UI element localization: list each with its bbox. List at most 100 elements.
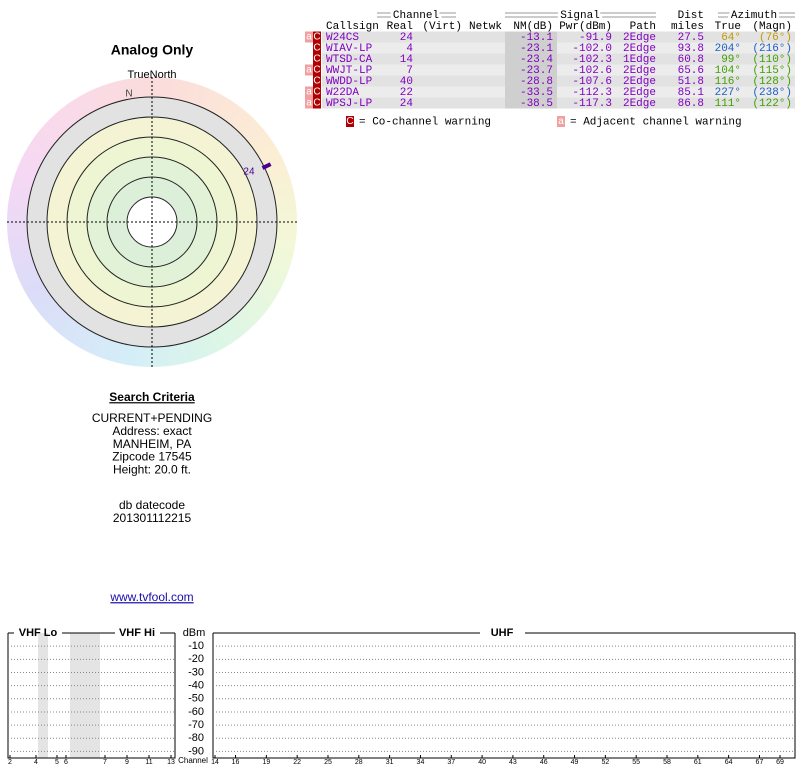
gap-band [38,633,48,758]
cell-pwr: -107.6 [572,76,612,88]
x-tick-label: 67 [756,759,764,766]
column-header: (Virt) [422,21,462,33]
x-tick-label: 5 [55,759,59,766]
column-header: Netwk [469,21,502,33]
row-bg [322,42,795,54]
warning-letter: C [313,76,320,87]
cell-true: 116° [715,76,741,88]
polar [7,77,297,367]
group-header: Azimuth [731,10,777,22]
x-tick-label: 52 [601,759,609,766]
cell-path: 2Edge [623,65,656,77]
warning-letter: a [306,32,312,43]
column-header: Callsign [326,21,379,33]
warning-letter: a [306,87,312,98]
cell-real: 14 [400,54,414,66]
warning-badge [313,31,321,43]
nm-bg [505,75,557,87]
link[interactable]: www.tvfool.com [109,590,193,604]
x-tick-label: 11 [145,759,152,766]
warning-letter: C [313,54,320,65]
section-label: VHF Hi [119,627,155,639]
legend-text: = Co-channel warning [359,116,491,128]
search-line: Zipcode 17545 [112,450,192,464]
x-tick-label: 9 [125,759,129,766]
cell-nm: -28.8 [520,76,553,88]
warning-badge [313,75,321,87]
cell-path: 2Edge [623,98,656,110]
y-tick-label: -90 [188,745,204,757]
cell-nm: -23.4 [520,54,553,66]
cell-true: 104° [715,65,741,77]
x-tick-label: 14 [211,759,219,766]
section-label: VHF Lo [19,627,58,639]
search-line: Height: 20.0 ft. [113,462,191,476]
spectrum-frame [7,632,796,759]
warning-badge [305,64,313,76]
warning-letter: C [313,87,320,98]
x-tick-label: 34 [417,759,425,766]
x-tick-label: 13 [167,759,175,766]
warning-letter: C [313,32,320,43]
warning-badge [313,64,321,76]
legend-badge [346,116,354,127]
x-axis-label: Channel [178,756,208,765]
legend-text: = Adjacent channel warning [570,116,742,128]
cell-magn: (76°) [759,32,792,44]
x-tick-label: 49 [571,759,579,766]
y-tick-label: -50 [188,693,204,705]
cell-nm: -23.1 [520,43,553,55]
cell-magn: (238°) [752,87,792,99]
cell-pwr: -91.9 [579,32,612,44]
column-header: Real [387,21,413,33]
legend-badge-letter: a [558,116,564,127]
cell-callsign: WWJT-LP [326,65,373,77]
cell-dist: 65.6 [678,65,704,77]
search-title: Search Criteria [109,390,195,404]
cell-magn: (110°) [752,54,792,66]
warning-badge [313,97,321,109]
x-tick-label: 69 [776,759,784,766]
column-header: NM(dB) [513,21,553,33]
group-header: Signal [560,10,600,22]
x-tick-label: 28 [355,759,363,766]
cell-pwr: -117.3 [572,98,612,110]
warning-letter: a [306,65,312,76]
column-header: Pwr(dBm) [559,21,612,33]
y-tick-label: -10 [188,640,204,652]
cell-callsign: WPSJ-LP [326,98,373,110]
uhf-frame [212,633,796,759]
x-tick-label: 31 [386,759,394,766]
x-tick-label: 43 [509,759,517,766]
cell-magn: (115°) [752,65,792,77]
x-tick-label: 2 [8,759,12,766]
cell-dist: 93.8 [678,43,704,55]
cell-dist: 86.8 [678,98,704,110]
row-bg [322,64,795,76]
y-tick-label: -40 [188,680,204,692]
cell-nm: -13.1 [520,32,553,44]
cell-pwr: -102.0 [572,43,612,55]
cell-dist: 85.1 [678,87,705,99]
cell-dist: 51.8 [678,76,704,88]
cell-true: 227° [715,87,741,99]
x-tick-label: 46 [540,759,548,766]
y-tick-label: -60 [188,706,204,718]
search-line: Address: exact [112,424,192,438]
column-header: miles [671,21,704,33]
cell-callsign: W24CS [326,32,359,44]
cell-path: 2Edge [623,32,656,44]
datecode-label: db datecode [119,498,185,512]
nm-bg [505,86,557,98]
search-line: CURRENT+PENDING [92,411,212,425]
row-bg [322,31,795,43]
x-tick-label: 25 [324,759,332,766]
warning-letter: C [313,43,320,54]
row-bg [322,86,795,98]
warning-letter: C [313,65,320,76]
warning-badge [313,42,321,54]
column-header: Dist [678,10,704,22]
true-north: TrueNorth [127,69,176,81]
cell-magn: (128°) [752,76,792,88]
